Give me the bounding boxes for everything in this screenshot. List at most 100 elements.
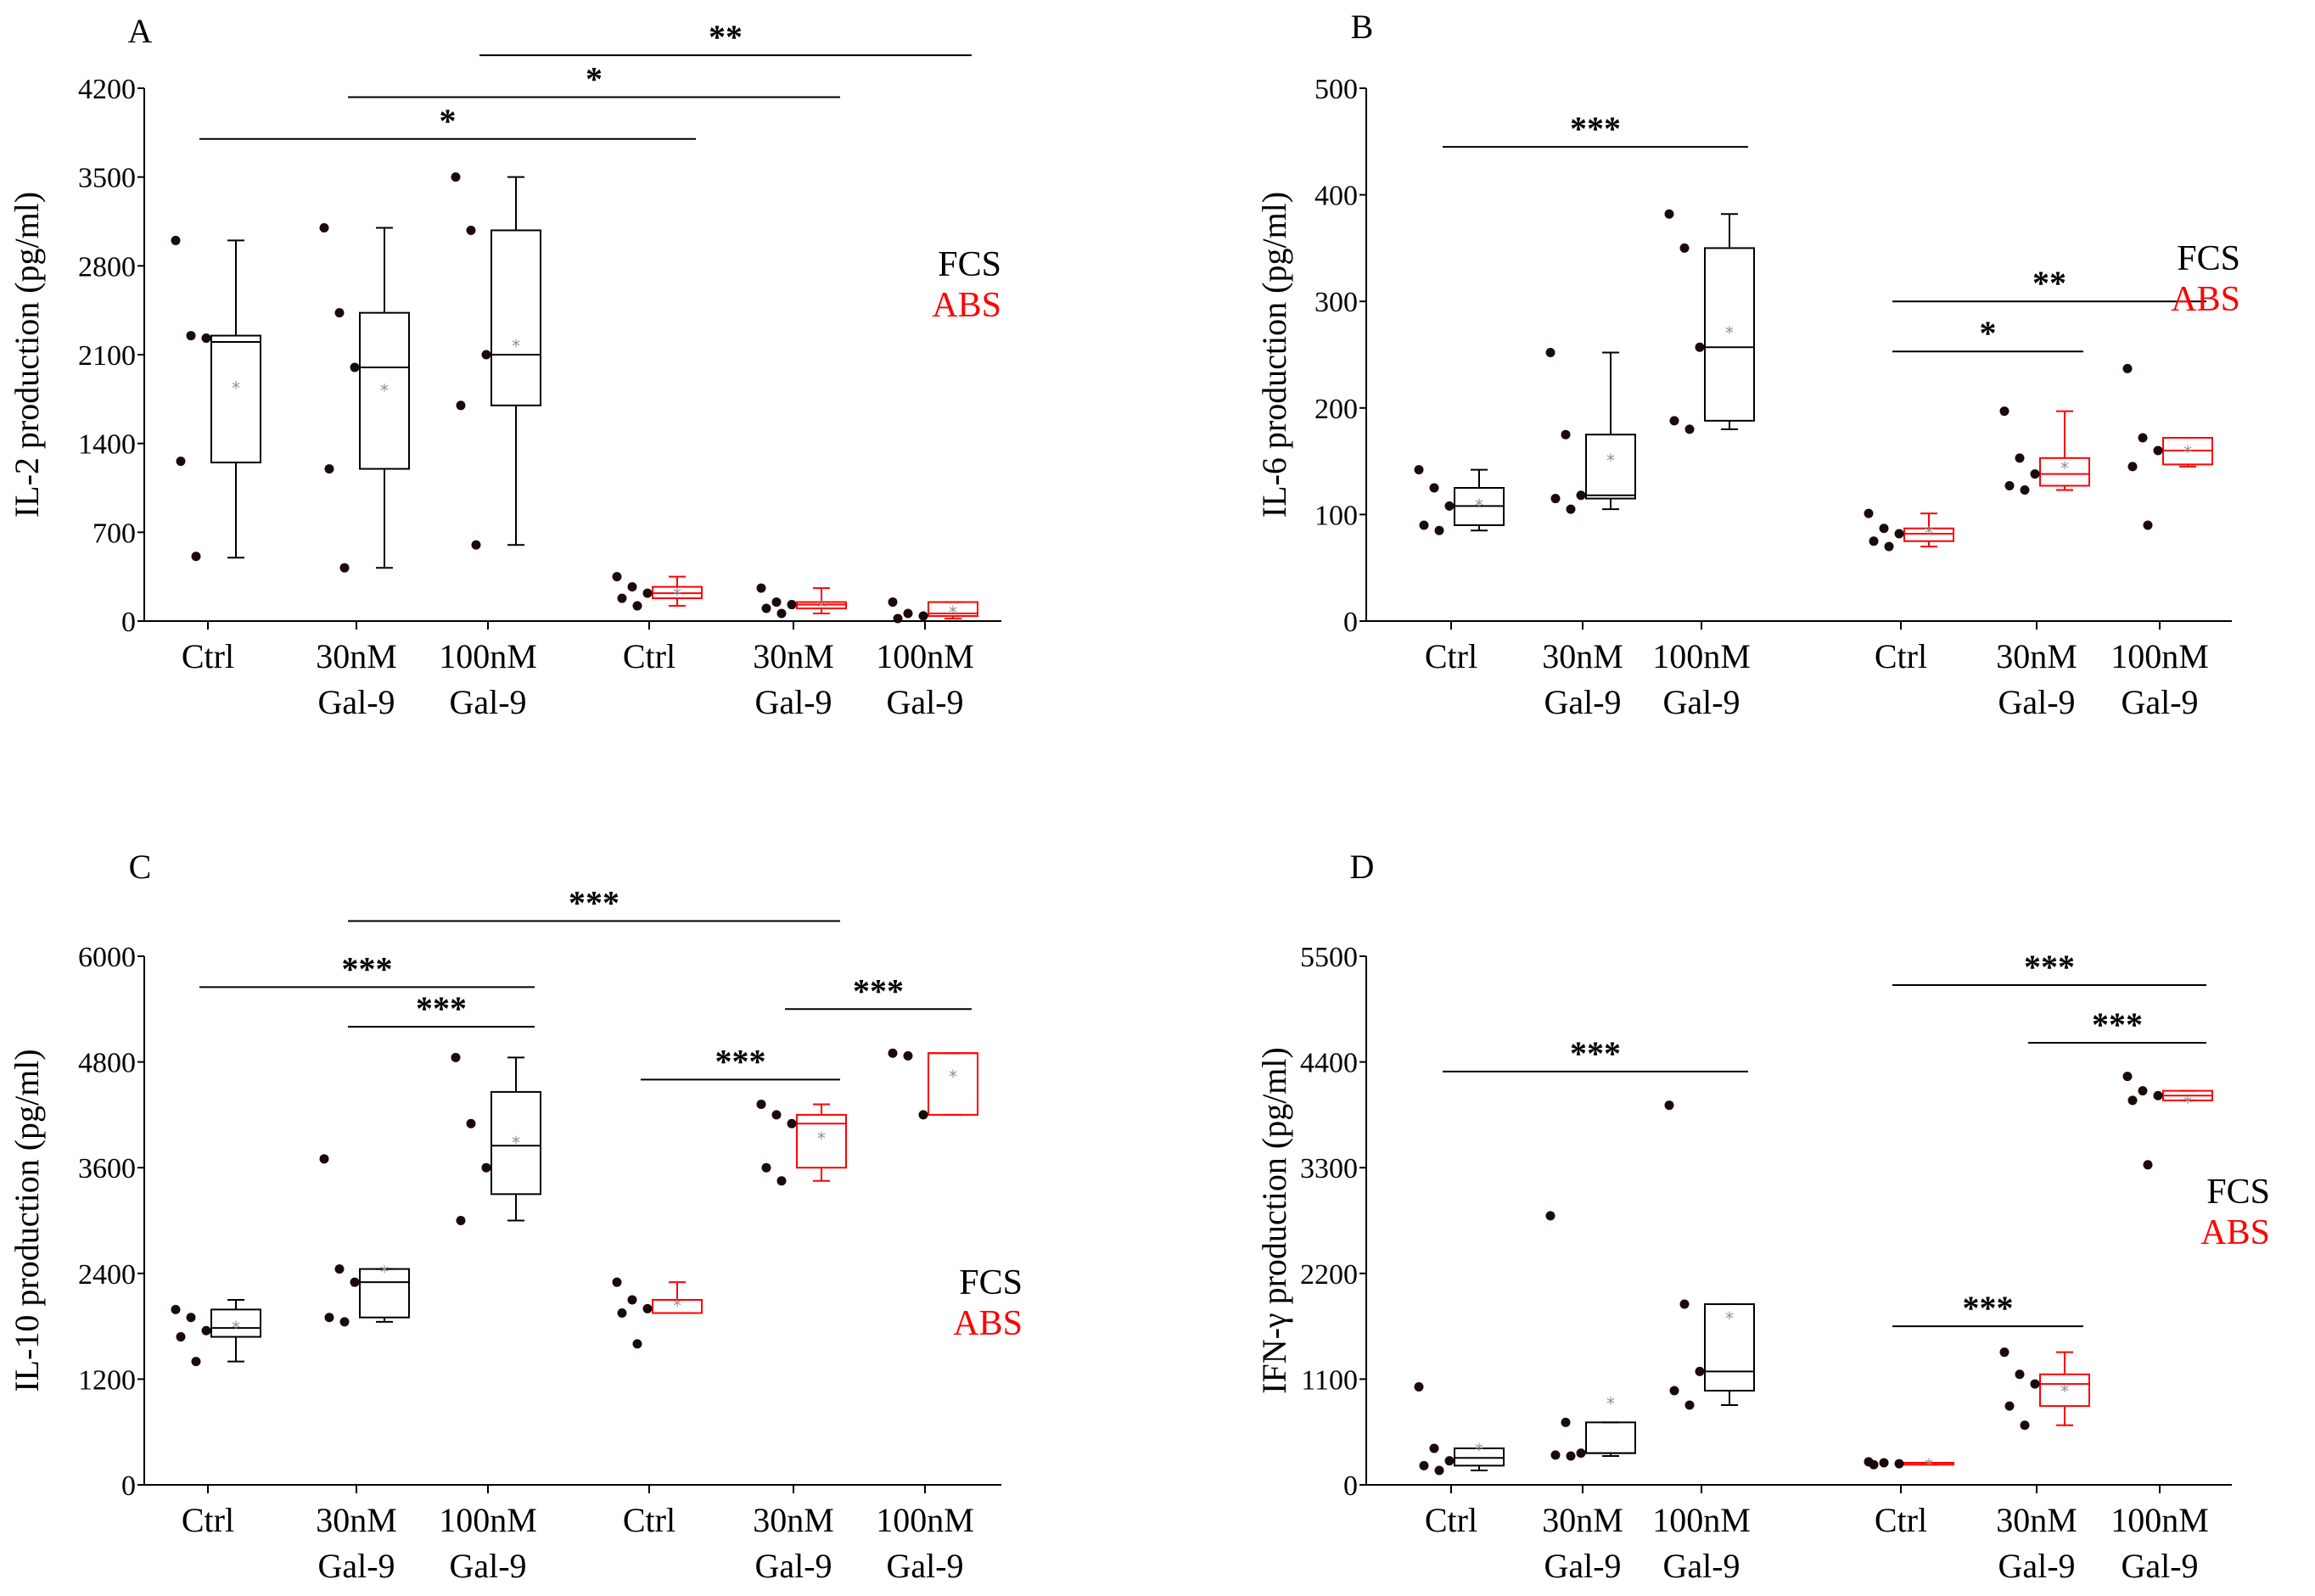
x-category-label: Gal-9 [1998, 683, 2075, 721]
x-category-label: Gal-9 [317, 1547, 395, 1585]
data-point [2015, 1369, 2025, 1380]
box-abs-4: * [1999, 1347, 2090, 1431]
data-point [471, 540, 481, 550]
x-category-label: 30nM [1996, 637, 2077, 675]
y-tick-label: 200 [1314, 394, 1358, 425]
box-fcs-0: * [171, 235, 261, 562]
significance-label: ** [709, 18, 743, 56]
legend-fcs: FCS [959, 1263, 1023, 1302]
box-fcs-0: * [1414, 1381, 1505, 1476]
box-mean-marker: * [1925, 1455, 1933, 1476]
x-category-label: Gal-9 [1662, 1547, 1740, 1585]
data-point [2030, 469, 2040, 479]
significance-label: *** [715, 1042, 766, 1080]
data-point [1434, 525, 1444, 535]
box-mean-marker: * [512, 336, 520, 356]
data-point [612, 1277, 622, 1287]
x-category-label: Gal-9 [886, 683, 963, 721]
data-point [1669, 416, 1679, 426]
data-point [1664, 209, 1674, 219]
data-point [1434, 1465, 1444, 1476]
y-tick-label: 1400 [78, 429, 136, 461]
y-tick-label: 4400 [1300, 1048, 1358, 1079]
box-fcs-1: * [319, 222, 410, 573]
data-point [1884, 541, 1894, 552]
box-mean-marker: * [2183, 442, 2192, 462]
box-iqr [1454, 1447, 1505, 1467]
data-point [1419, 520, 1429, 530]
x-category-label: Gal-9 [1998, 1547, 2075, 1585]
x-category-label: 100nM [876, 637, 974, 675]
data-point [319, 222, 329, 232]
data-point [324, 1313, 334, 1323]
x-category-label: Ctrl [182, 637, 234, 675]
box-mean-marker: * [949, 1067, 957, 1087]
data-point [186, 1313, 196, 1323]
data-point [171, 235, 181, 245]
data-point [2004, 480, 2015, 490]
data-point [350, 1277, 360, 1287]
data-point [2127, 462, 2138, 472]
data-point [191, 1357, 201, 1367]
box-mean-marker: * [1925, 523, 1933, 543]
data-point [918, 611, 928, 621]
y-tick-label: 3600 [78, 1153, 136, 1184]
y-tick-label: 400 [1314, 181, 1358, 212]
box-mean-marker: * [380, 380, 389, 400]
box-abs-4: * [756, 1099, 847, 1186]
box-abs-5: * [888, 597, 978, 624]
box-fcs-2: * [451, 172, 541, 550]
data-point [893, 613, 903, 624]
x-category-label: Gal-9 [1544, 683, 1621, 721]
data-point [191, 552, 201, 562]
data-point [888, 1048, 898, 1058]
box-iqr [359, 311, 410, 470]
data-point [787, 600, 797, 610]
y-tick-label: 500 [1314, 74, 1358, 105]
box-abs-3: * [1864, 508, 1954, 552]
significance-label: *** [569, 883, 619, 921]
data-point [1576, 1448, 1586, 1459]
data-point [2153, 1090, 2163, 1100]
y-tick-label: 2200 [1300, 1259, 1358, 1291]
data-point [771, 597, 782, 608]
x-category-label: 100nM [1652, 637, 1751, 675]
x-category-label: Gal-9 [449, 683, 526, 721]
data-point [451, 1052, 461, 1062]
data-point [319, 1154, 329, 1164]
x-category-label: 30nM [1996, 1501, 2077, 1539]
box-abs-3: * [1864, 1455, 1954, 1476]
legend-fcs: FCS [938, 245, 1001, 284]
box-fcs-1: * [1545, 1211, 1636, 1461]
significance-label: *** [2024, 948, 2075, 986]
data-point [176, 456, 186, 467]
y-tick-label: 0 [1343, 1470, 1358, 1502]
data-point [2143, 520, 2153, 530]
box-fcs-2: * [1664, 209, 1755, 434]
data-point [612, 572, 622, 582]
data-point [1561, 1417, 1571, 1427]
y-tick-label: 700 [92, 518, 136, 549]
data-point [903, 608, 913, 619]
y-tick-label: 0 [1343, 607, 1358, 638]
x-category-label: Gal-9 [886, 1547, 963, 1585]
y-tick-label: 2100 [78, 340, 136, 372]
box-iqr [796, 1113, 847, 1169]
y-tick-label: 2800 [78, 251, 136, 283]
data-point [1566, 1451, 1576, 1461]
data-point [1664, 1100, 1674, 1111]
panel-letter: C [129, 848, 152, 886]
data-point [456, 1216, 466, 1225]
y-axis-title: IL-2 production (pg/ml) [8, 192, 46, 518]
data-point [2153, 445, 2163, 456]
data-point [2122, 1072, 2133, 1082]
data-point [481, 350, 491, 360]
y-tick-label: 5500 [1300, 942, 1358, 973]
x-category-label: Gal-9 [317, 683, 395, 721]
significance-label: * [1980, 314, 1997, 352]
box-fcs-0: * [171, 1298, 261, 1367]
box-iqr [490, 229, 541, 406]
box-mean-marker: * [1725, 322, 1734, 343]
box-fcs-2: * [1664, 1100, 1755, 1410]
